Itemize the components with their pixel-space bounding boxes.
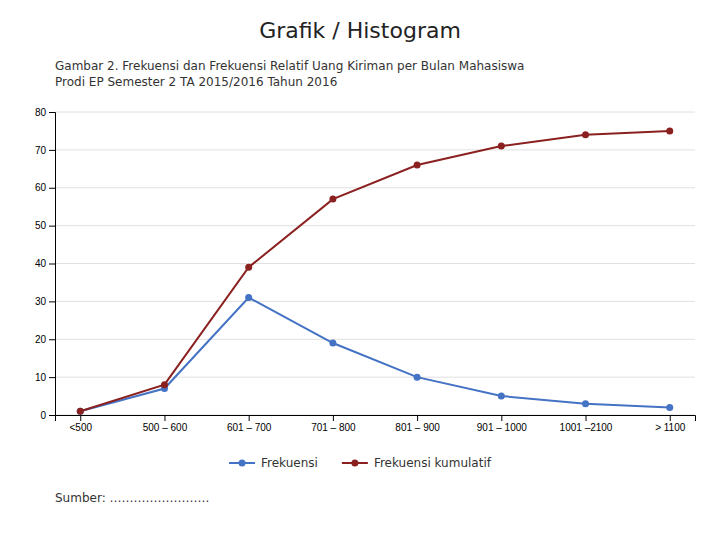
- point: [498, 393, 505, 400]
- y-tick-mark: [49, 339, 55, 340]
- point: [77, 408, 84, 415]
- x-tick-mark: [501, 415, 502, 421]
- point: [329, 340, 336, 347]
- point: [161, 381, 168, 388]
- x-tick-mark: [333, 415, 334, 421]
- y-tick: 80: [35, 107, 55, 118]
- grid-line: [55, 301, 695, 302]
- x-tick-label: 801 – 900: [395, 422, 440, 433]
- legend: Frekuensi Frekuensi kumulatif: [229, 456, 492, 470]
- point: [245, 264, 252, 271]
- point: [245, 294, 252, 301]
- plot: 0 10 20 30 40 50 60 70 80 <500 500 – 600 601 – 700 7…: [35, 107, 696, 433]
- x-tick-label: 1001 –2100: [560, 422, 613, 433]
- point: [329, 196, 336, 203]
- y-tick-mark: [49, 301, 55, 302]
- x-tick-label: 901 – 1000: [477, 422, 527, 433]
- x-tick-mark: [80, 415, 81, 421]
- title: Grafik / Histogram: [259, 18, 461, 43]
- y-tick: 20: [35, 334, 55, 345]
- y-tick-label: 0: [40, 410, 46, 421]
- y-tick-mark: [49, 150, 55, 151]
- point: [414, 374, 421, 381]
- x-tick: <500: [69, 415, 92, 433]
- y-tick-mark: [49, 377, 55, 378]
- x-tick-label: 701 – 800: [311, 422, 356, 433]
- y-tick-mark: [49, 264, 55, 265]
- x-tick-mark: [417, 415, 418, 421]
- legend-item: Frekuensi kumulatif: [342, 456, 492, 470]
- x-tick: 601 – 700: [227, 415, 272, 433]
- y-tick-mark: [49, 226, 55, 227]
- y-tick-label: 30: [35, 296, 47, 307]
- y-tick: 50: [35, 220, 55, 231]
- y-tick-mark: [49, 112, 55, 113]
- point: [666, 127, 673, 134]
- point: [498, 143, 505, 150]
- y-tick-label: 80: [35, 107, 47, 118]
- legend-marker: [239, 460, 246, 467]
- y-tick-label: 70: [35, 145, 47, 156]
- x-tick-mark: [670, 415, 671, 421]
- point: [666, 404, 673, 411]
- y-axis-line: [49, 113, 56, 416]
- y-tick-label: 60: [35, 182, 47, 193]
- x-tick: 901 – 1000: [477, 415, 527, 433]
- y-tick: 0: [40, 410, 55, 421]
- grid-line: [55, 263, 695, 264]
- legend-label: Frekuensi kumulatif: [374, 456, 492, 470]
- y-tick-label: 40: [35, 258, 47, 269]
- annotation: Sumber: …………………….: [55, 491, 209, 505]
- x-tick-mark: [249, 415, 250, 421]
- y-axis: 0 10 20 30 40 50 60 70 80: [35, 107, 56, 421]
- x-tick: > 1100: [655, 415, 686, 433]
- marks: [77, 127, 673, 414]
- chart: Grafik / Histogram Gambar 2. Frekuensi da…: [0, 0, 720, 540]
- series-line: [80, 298, 669, 412]
- y-tick-label: 10: [35, 372, 47, 383]
- x-tick: 701 – 800: [311, 415, 356, 433]
- grid-line: [55, 225, 695, 226]
- x-tick-label: <500: [69, 422, 92, 433]
- x-tick: 801 – 900: [395, 415, 440, 433]
- grid-line: [55, 377, 695, 378]
- grid: [55, 112, 695, 415]
- grid-line: [55, 187, 695, 188]
- x-tick-mark: [586, 415, 587, 421]
- y-tick-label: 50: [35, 220, 47, 231]
- legend-item: Frekuensi: [229, 456, 318, 470]
- y-tick: 30: [35, 296, 55, 307]
- subtitle: Prodi EP Semester 2 TA 2015/2016 Tahun 2…: [55, 75, 337, 89]
- y-tick-mark: [49, 188, 55, 189]
- x-tick-label: 601 – 700: [227, 422, 272, 433]
- x-tick: 1001 –2100: [560, 415, 613, 433]
- y-tick: 40: [35, 258, 55, 269]
- point: [582, 131, 589, 138]
- x-tick: 500 – 600: [143, 415, 188, 433]
- series-line: [80, 131, 669, 411]
- y-tick: 60: [35, 182, 55, 193]
- x-tick-label: > 1100: [655, 422, 686, 433]
- x-tick-label: 500 – 600: [143, 422, 188, 433]
- x-tick-mark: [164, 415, 165, 421]
- point: [414, 162, 421, 169]
- x-axis: <500 500 – 600 601 – 700 701 – 800 801 – 900…: [56, 415, 696, 433]
- grid-line: [55, 112, 695, 113]
- y-tick-label: 20: [35, 334, 47, 345]
- y-tick-mark: [49, 415, 55, 416]
- point: [77, 408, 84, 415]
- x-axis-line: [56, 416, 696, 422]
- y-tick: 10: [35, 372, 55, 383]
- subtitle: Gambar 2. Frekuensi dan Frekuensi Relati…: [55, 59, 524, 73]
- grid-line: [55, 339, 695, 340]
- point: [582, 400, 589, 407]
- grid-line: [55, 149, 695, 150]
- legend-marker: [351, 460, 358, 467]
- y-tick: 70: [35, 145, 55, 156]
- legend-label: Frekuensi: [261, 456, 318, 470]
